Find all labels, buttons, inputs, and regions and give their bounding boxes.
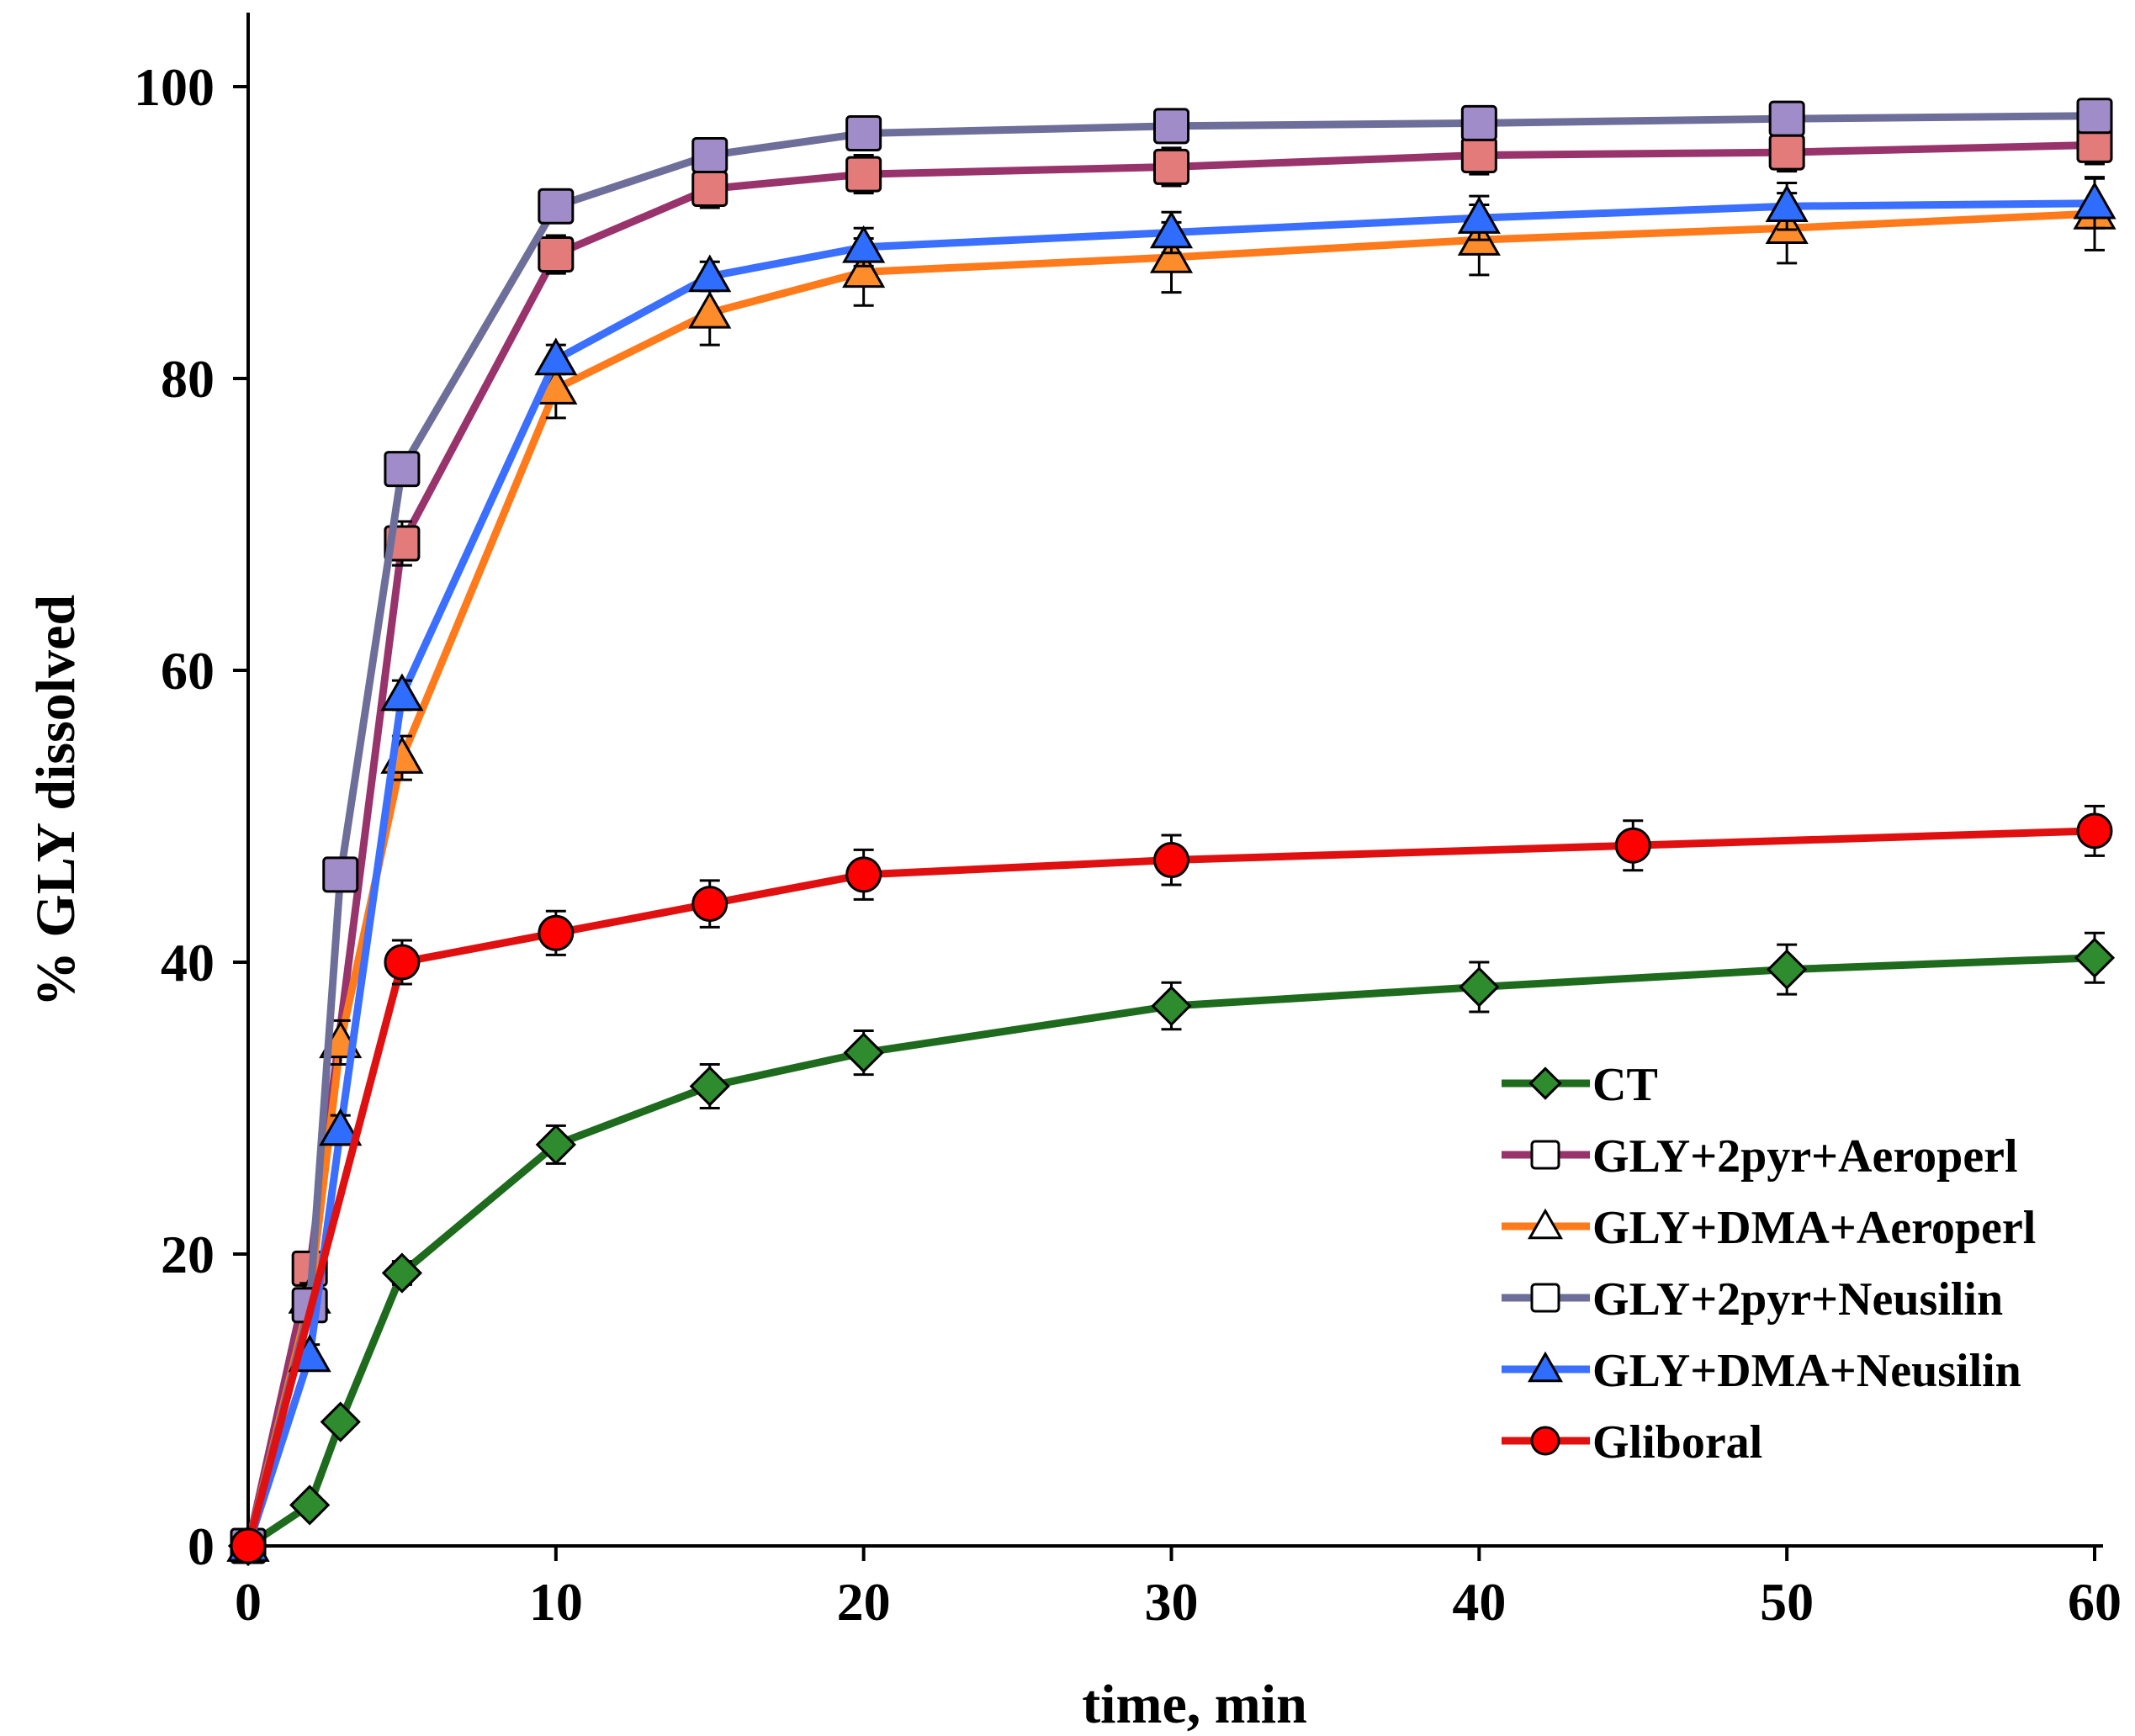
- legend-label: GLY+DMA+Aeroperl: [1592, 1202, 2036, 1254]
- legend-marker: [1528, 1351, 1563, 1383]
- data-point: [1457, 196, 1501, 234]
- data-point: [688, 254, 732, 293]
- y-tick-label: 0: [188, 1516, 215, 1576]
- legend-label: GLY+2pyr+Neusilin: [1592, 1273, 2003, 1326]
- y-tick-label: 60: [161, 641, 215, 701]
- data-point: [1149, 235, 1194, 273]
- data-point: [534, 337, 578, 376]
- series-0: [227, 931, 2116, 1567]
- x-tick-label: 50: [1760, 1572, 1814, 1632]
- series-5: [230, 804, 2113, 1564]
- data-point: [538, 236, 575, 273]
- data-point: [322, 856, 359, 893]
- data-point: [1768, 100, 1805, 137]
- series-line: [244, 112, 2095, 1548]
- x-tick-label: 0: [235, 1572, 262, 1632]
- data-point: [320, 1401, 361, 1442]
- x-tick-label: 40: [1452, 1572, 1506, 1632]
- x-tick-label: 60: [2068, 1572, 2122, 1632]
- data-point: [230, 1527, 267, 1564]
- data-point: [842, 225, 886, 263]
- legend-marker: [1530, 1283, 1560, 1313]
- series-layer: [226, 98, 2116, 1567]
- data-point: [2073, 181, 2116, 220]
- legend-label: GLY+DMA+Neusilin: [1592, 1345, 2021, 1397]
- data-point: [691, 170, 728, 207]
- legend-item: GLY+2pyr+Aeroperl: [1502, 1130, 2018, 1183]
- data-point: [688, 290, 732, 329]
- data-point: [691, 886, 728, 923]
- data-point: [1765, 184, 1809, 223]
- legend-item: CT: [1502, 1059, 1658, 1111]
- legend-item: GLY+DMA+Aeroperl: [1502, 1202, 2036, 1254]
- legend-label: Gliboral: [1592, 1416, 1762, 1469]
- y-tick-label: 100: [134, 57, 215, 117]
- data-point: [842, 250, 886, 288]
- data-point: [1153, 842, 1189, 879]
- series-line: [244, 827, 2095, 1548]
- legend-marker: [1530, 1426, 1560, 1456]
- y-tick-label: 80: [161, 349, 215, 409]
- data-point: [538, 188, 575, 225]
- data-point: [2074, 937, 2116, 978]
- legend: CT GLY+2pyr+Aeroperl GLY+DMA+Aeroperl GLY+2…: [1502, 1059, 2036, 1469]
- ticks: [233, 85, 2096, 1561]
- data-point: [2076, 98, 2113, 135]
- data-point: [381, 1252, 423, 1294]
- legend-label: GLY+2pyr+Aeroperl: [1592, 1130, 2018, 1183]
- legend-marker: [1528, 1066, 1562, 1100]
- data-point: [384, 451, 421, 488]
- data-point: [691, 137, 728, 174]
- x-tick-label: 30: [1145, 1572, 1199, 1632]
- data-point: [1153, 148, 1189, 185]
- legend-item: GLY+DMA+Neusilin: [1502, 1345, 2021, 1397]
- data-point: [535, 1124, 576, 1165]
- y-axis-title: % GLY dissolved: [25, 595, 87, 1007]
- y-tick-label: 40: [161, 933, 215, 992]
- data-point: [1149, 210, 1194, 249]
- legend-marker: [1528, 1208, 1563, 1240]
- x-tick-label: 20: [837, 1572, 891, 1632]
- legend-item: GLY+2pyr+Neusilin: [1502, 1273, 2003, 1326]
- data-point: [380, 673, 424, 712]
- x-axis-title: time, min: [1082, 1674, 1307, 1735]
- tick-labels: 0 10 20 30 40 50 60 0 20 40 60 80 100: [134, 57, 2122, 1632]
- data-point: [289, 1485, 331, 1526]
- data-point: [845, 115, 882, 152]
- data-point: [843, 1032, 884, 1073]
- data-point: [845, 856, 882, 893]
- data-point: [319, 1108, 363, 1146]
- data-point: [1614, 827, 1651, 864]
- data-point: [1767, 949, 1808, 990]
- data-point: [384, 944, 421, 981]
- series-3: [230, 98, 2113, 1564]
- data-point: [2076, 812, 2113, 849]
- data-point: [538, 914, 575, 951]
- legend-marker: [1530, 1140, 1560, 1170]
- data-point: [845, 156, 882, 193]
- data-point: [1460, 137, 1497, 174]
- data-point: [1153, 108, 1189, 145]
- x-tick-label: 10: [529, 1572, 583, 1632]
- data-point: [1459, 966, 1500, 1008]
- y-tick-label: 20: [161, 1225, 215, 1284]
- data-point: [1460, 104, 1497, 141]
- legend-item: Gliboral: [1502, 1416, 1762, 1469]
- legend-label: CT: [1592, 1059, 1658, 1111]
- data-point: [1151, 985, 1192, 1027]
- data-point: [689, 1066, 730, 1107]
- data-point: [1768, 134, 1805, 171]
- series-line: [244, 140, 2095, 1547]
